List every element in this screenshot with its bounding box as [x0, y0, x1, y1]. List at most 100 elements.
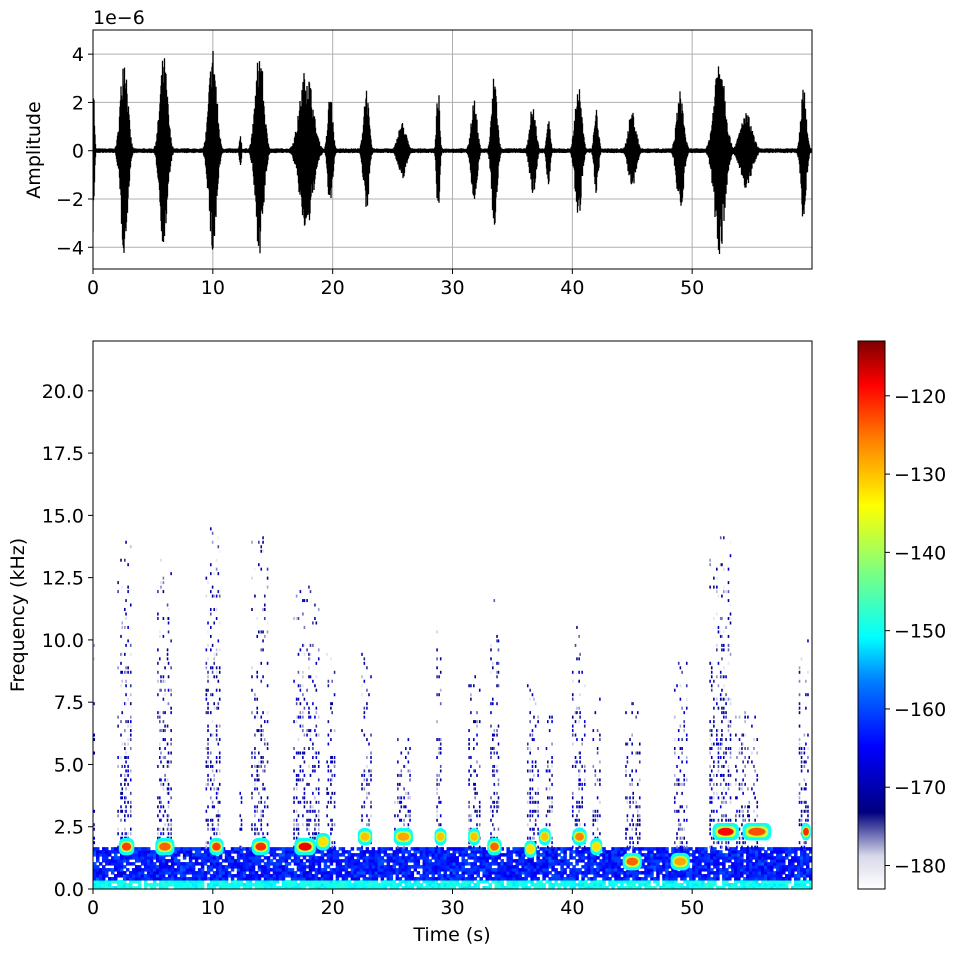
- spectrogram-cell: [167, 751, 170, 755]
- spectrogram-cell: [113, 865, 118, 869]
- spectrogram-cell: [312, 764, 314, 768]
- spectrogram-cell: [629, 805, 631, 809]
- spectrogram-cell: [464, 886, 468, 889]
- spectrogram-cell: [713, 773, 715, 777]
- spectrogram-cell: [482, 853, 486, 857]
- spectrogram-cell: [305, 874, 310, 878]
- spectrogram-cell: [571, 764, 574, 768]
- spectrogram-cell: [422, 880, 427, 884]
- spectrogram-cell: [592, 738, 595, 742]
- spectrogram-cell: [127, 773, 129, 777]
- spectrogram-cell: [205, 693, 208, 697]
- spectrogram-cell: [470, 764, 472, 768]
- spectrogram-cell: [127, 563, 129, 567]
- spectrogram-cell: [297, 836, 300, 840]
- spectrogram-cell: [338, 883, 343, 887]
- spectrogram-cell: [309, 773, 312, 777]
- spectrogram-cell: [638, 823, 641, 827]
- spectrogram-cell: [596, 874, 600, 878]
- spectrogram-cell: [437, 868, 442, 872]
- spectrogram-cell: [727, 720, 730, 724]
- spectrogram-cell: [685, 706, 688, 710]
- spectrogram-cell: [758, 850, 762, 854]
- spectrogram-cell: [560, 880, 564, 884]
- spectrogram-cell: [128, 883, 133, 887]
- spectrogram-cell: [716, 782, 718, 786]
- waveform-y-tick-label: −4: [56, 237, 84, 259]
- spectrogram-cell: [200, 877, 205, 881]
- spectrogram-cell: [269, 883, 274, 887]
- spectrogram-cell: [476, 850, 480, 854]
- spectrogram-cell: [347, 862, 352, 866]
- spectrogram-cell: [512, 847, 516, 851]
- spectrogram-cell: [217, 809, 220, 813]
- spectrogram-cell: [490, 832, 492, 836]
- spectrogram-cell: [767, 886, 771, 889]
- spectrogram-cell: [425, 853, 430, 857]
- spectrogram-cell: [287, 886, 292, 889]
- spectrogram-cell: [323, 859, 328, 863]
- spectrogram-cell: [263, 616, 266, 620]
- spectrogram-cell: [173, 883, 178, 887]
- spectrogram-cell: [709, 661, 711, 665]
- spectrogram-cell: [629, 823, 631, 827]
- spectrogram-cell: [548, 778, 551, 782]
- spectrogram-cell: [194, 850, 199, 854]
- spectrogram-cell: [647, 862, 651, 866]
- spectrogram-cell: [740, 862, 744, 866]
- spectrogram-cell: [529, 688, 532, 692]
- spectrogram-cell: [521, 868, 525, 872]
- spectrogram-cell: [95, 880, 100, 884]
- spectrogram-cell: [356, 856, 361, 860]
- spectrogram-cell: [254, 747, 256, 751]
- spectrogram-cell: [551, 841, 553, 845]
- spectrogram-cell: [578, 805, 580, 809]
- spectrogram-cell: [215, 827, 218, 831]
- spectrogram-cell: [158, 868, 163, 872]
- spectrogram-cell: [207, 751, 209, 755]
- spectrogram-cell: [767, 862, 771, 866]
- spectrogram-cell: [455, 877, 459, 881]
- spectrogram-cell: [798, 724, 801, 728]
- spectrogram-cell: [397, 800, 399, 804]
- spectrogram-cell: [217, 639, 220, 643]
- spectrogram-cell: [239, 865, 244, 869]
- spectrogram-cell: [524, 859, 528, 863]
- spectrogram-cell: [770, 853, 774, 857]
- spectrogram-cell: [794, 874, 798, 878]
- spectrogram-cell: [439, 769, 442, 773]
- spectrogram-cell: [162, 634, 165, 638]
- spectrogram-cell: [101, 859, 106, 863]
- spectrogram-cell: [773, 862, 777, 866]
- spectrogram-cell: [167, 760, 170, 764]
- spectrogram-cell: [155, 871, 160, 875]
- spectrogram-cell: [422, 862, 427, 866]
- spectrogram-cell: [398, 877, 403, 881]
- spectrogram-cell: [299, 764, 302, 768]
- spectrogram-cell: [134, 847, 139, 851]
- spectrogram-cell: [176, 886, 181, 889]
- spectrogram-cell: [155, 859, 160, 863]
- spectrogram-cell: [129, 720, 132, 724]
- spectrogram-cell: [755, 868, 759, 872]
- spectrogram-cell: [248, 871, 253, 875]
- spectrogram-cell: [503, 868, 507, 872]
- spectrogram-cell: [809, 850, 812, 854]
- spectrogram-cell: [437, 877, 442, 881]
- spectrogram-cell: [716, 868, 720, 872]
- spectrogram-cell: [436, 782, 438, 786]
- spectrogram-cell: [263, 720, 266, 724]
- spectrogram-cell: [596, 747, 599, 751]
- spectrogram-cell: [529, 814, 532, 818]
- spectrogram-cell: [476, 724, 478, 728]
- spectrogram-cell: [635, 769, 637, 773]
- spectrogram-cell: [602, 859, 606, 863]
- spectrogram-cell: [295, 796, 298, 800]
- spectrogram-cell: [491, 859, 495, 863]
- spectrogram-cell: [727, 841, 730, 845]
- spectrogram-cell: [205, 760, 208, 764]
- spectrogram-cell: [121, 809, 124, 813]
- spectrogram-cell: [353, 880, 358, 884]
- spectrogram-cell: [185, 862, 190, 866]
- spectrogram-cell: [746, 871, 750, 875]
